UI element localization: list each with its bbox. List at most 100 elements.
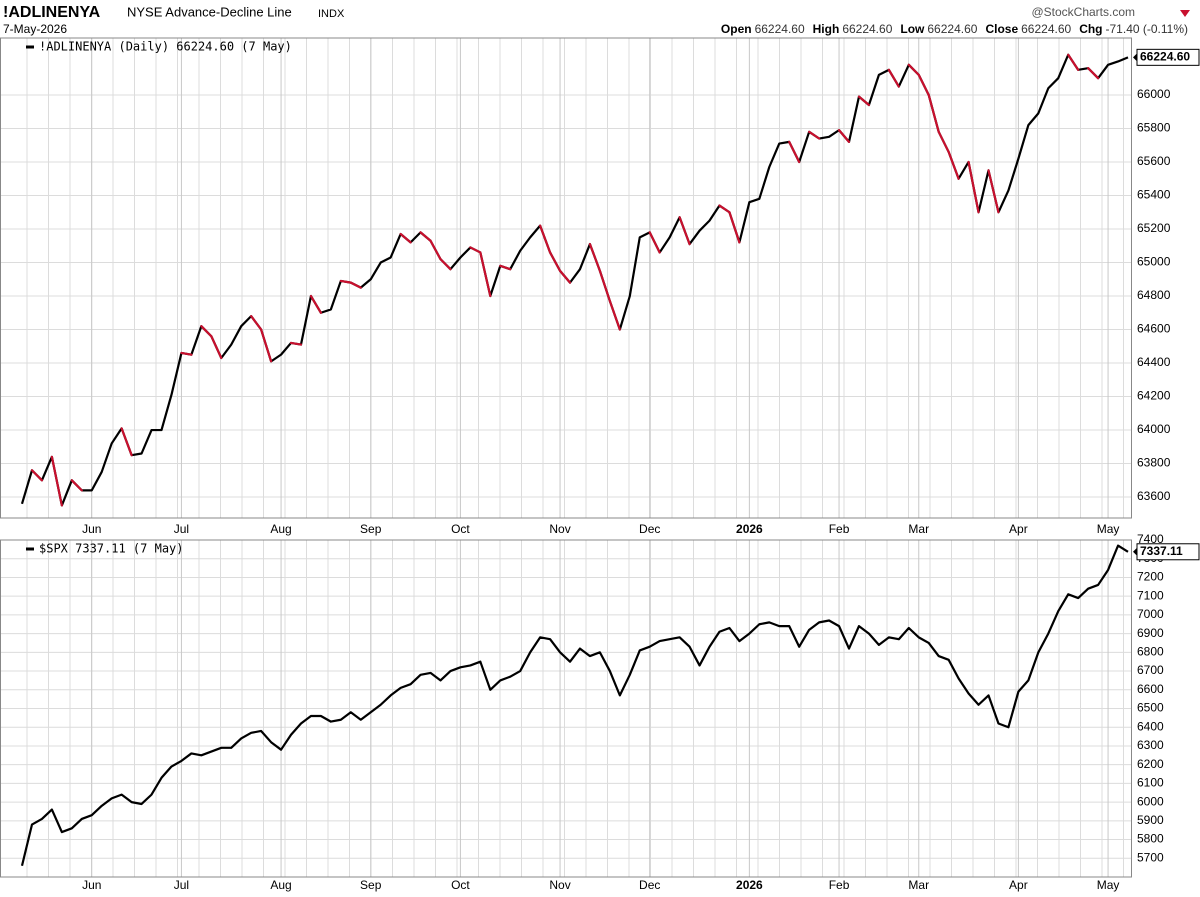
date: 7-May-2026 xyxy=(3,22,67,36)
x-tick-label: Aug xyxy=(270,878,291,892)
down-segment xyxy=(887,68,900,88)
down-segment xyxy=(479,251,492,298)
y-tick-label: 6400 xyxy=(1137,719,1164,733)
y-tick-label: 63600 xyxy=(1137,489,1171,503)
down-segment xyxy=(309,294,323,314)
y-tick-label: 7400 xyxy=(1137,532,1164,546)
y-tick-label: 64400 xyxy=(1137,355,1171,369)
quote-value: 66224.60 xyxy=(927,22,977,36)
down-segment xyxy=(917,73,930,97)
down-segment xyxy=(120,427,133,457)
last-value-label: 7337.11 xyxy=(1140,544,1183,558)
x-tick-label: 2026 xyxy=(736,878,763,892)
down-segment xyxy=(947,150,960,180)
y-tick-label: 6700 xyxy=(1137,663,1164,677)
y-tick-label: 5700 xyxy=(1137,850,1164,864)
down-segment xyxy=(539,224,552,254)
symbol: !ADLINENYA xyxy=(3,4,101,21)
x-tick-label: Apr xyxy=(1009,522,1028,536)
down-segment xyxy=(987,169,1000,214)
y-tick-label: 64200 xyxy=(1137,389,1171,403)
down-segment xyxy=(499,264,512,271)
x-tick-label: May xyxy=(1097,522,1120,536)
symbol-name: NYSE Advance-Decline Line xyxy=(127,4,292,19)
source: @StockCharts.com xyxy=(1031,5,1135,19)
down-segment xyxy=(250,315,263,331)
down-segment xyxy=(339,279,352,284)
last-value-box xyxy=(1136,543,1200,561)
down-segment xyxy=(808,130,821,140)
y-tick-label: 65800 xyxy=(1137,121,1171,135)
x-tick-label: Aug xyxy=(270,522,291,536)
exchange: INDX xyxy=(318,8,345,20)
y-tick-label: 5900 xyxy=(1137,813,1164,827)
y-tick-label: 65000 xyxy=(1137,255,1171,269)
x-tick-label: Mar xyxy=(908,522,929,536)
y-tick-label: 7000 xyxy=(1137,607,1164,621)
x-tick-label: Jun xyxy=(82,878,101,892)
x-tick-label: Nov xyxy=(549,878,570,892)
x-tick-label: Dec xyxy=(639,522,660,536)
x-tick-label: Feb xyxy=(829,878,850,892)
y-tick-label: 64800 xyxy=(1137,288,1171,302)
quote-label: Chg xyxy=(1079,22,1102,36)
x-tick-label: Sep xyxy=(360,522,382,536)
y-tick-label: 65400 xyxy=(1137,188,1171,202)
x-tick-label: Nov xyxy=(549,522,570,536)
y-tick-label: 6300 xyxy=(1137,738,1164,752)
down-segment xyxy=(857,95,871,107)
down-segment xyxy=(30,469,44,482)
quote-value: 66224.60 xyxy=(1021,22,1071,36)
down-segment xyxy=(967,160,980,214)
down-segment xyxy=(937,130,950,154)
down-segment xyxy=(200,325,213,338)
panel-frame xyxy=(0,37,1132,519)
y-tick-label: 63800 xyxy=(1137,456,1171,470)
down-segment xyxy=(469,246,482,254)
last-value-box xyxy=(1136,48,1200,66)
quote-label: High xyxy=(813,22,840,36)
quote-value: -71.40 (-0.11%) xyxy=(1106,22,1188,36)
y-tick-label: 6800 xyxy=(1137,645,1164,659)
y-tick-label: 64000 xyxy=(1137,422,1171,436)
y-tick-label: 6200 xyxy=(1137,757,1164,771)
down-segment xyxy=(349,281,362,289)
y-tick-label: 65200 xyxy=(1137,221,1171,235)
down-segment xyxy=(1087,67,1100,80)
y-tick-label: 6000 xyxy=(1137,794,1164,808)
down-segment xyxy=(399,232,412,244)
x-tick-label: Oct xyxy=(451,878,470,892)
y-tick-label: 7100 xyxy=(1137,588,1164,602)
chg-arrow xyxy=(1180,10,1190,17)
quote-label: Open xyxy=(721,22,752,36)
quote: Open 66224.60 High 66224.60 Low 66224.60 Close… xyxy=(721,22,1188,36)
line xyxy=(20,53,1129,507)
down-segment xyxy=(439,258,452,271)
down-segment xyxy=(588,242,602,272)
down-segment xyxy=(788,140,801,164)
down-segment xyxy=(608,299,621,331)
x-tick-label: May xyxy=(1097,878,1120,892)
x-tick-label: Dec xyxy=(639,878,660,892)
down-segment xyxy=(70,479,83,492)
down-segment xyxy=(180,351,193,356)
quote-value: 66224.60 xyxy=(755,22,805,36)
x-tick-label: Oct xyxy=(451,522,470,536)
quote-label: Low xyxy=(900,22,925,36)
x-tick-label: Mar xyxy=(908,878,929,892)
quote-value: 66224.60 xyxy=(842,22,892,36)
y-tick-label: 7200 xyxy=(1137,570,1164,584)
y-tick-label: 66000 xyxy=(1137,87,1171,101)
y-tick-label: 5800 xyxy=(1137,832,1164,846)
x-tick-label: Apr xyxy=(1009,878,1028,892)
x-tick-label: 2026 xyxy=(736,522,763,536)
line xyxy=(20,544,1129,867)
down-segment xyxy=(718,204,731,214)
y-tick-label: 6100 xyxy=(1137,776,1164,790)
down-segment xyxy=(548,251,562,272)
down-segment xyxy=(260,328,273,363)
y-tick-label: 6900 xyxy=(1137,626,1164,640)
x-tick-label: Sep xyxy=(360,878,382,892)
down-segment xyxy=(419,231,432,242)
